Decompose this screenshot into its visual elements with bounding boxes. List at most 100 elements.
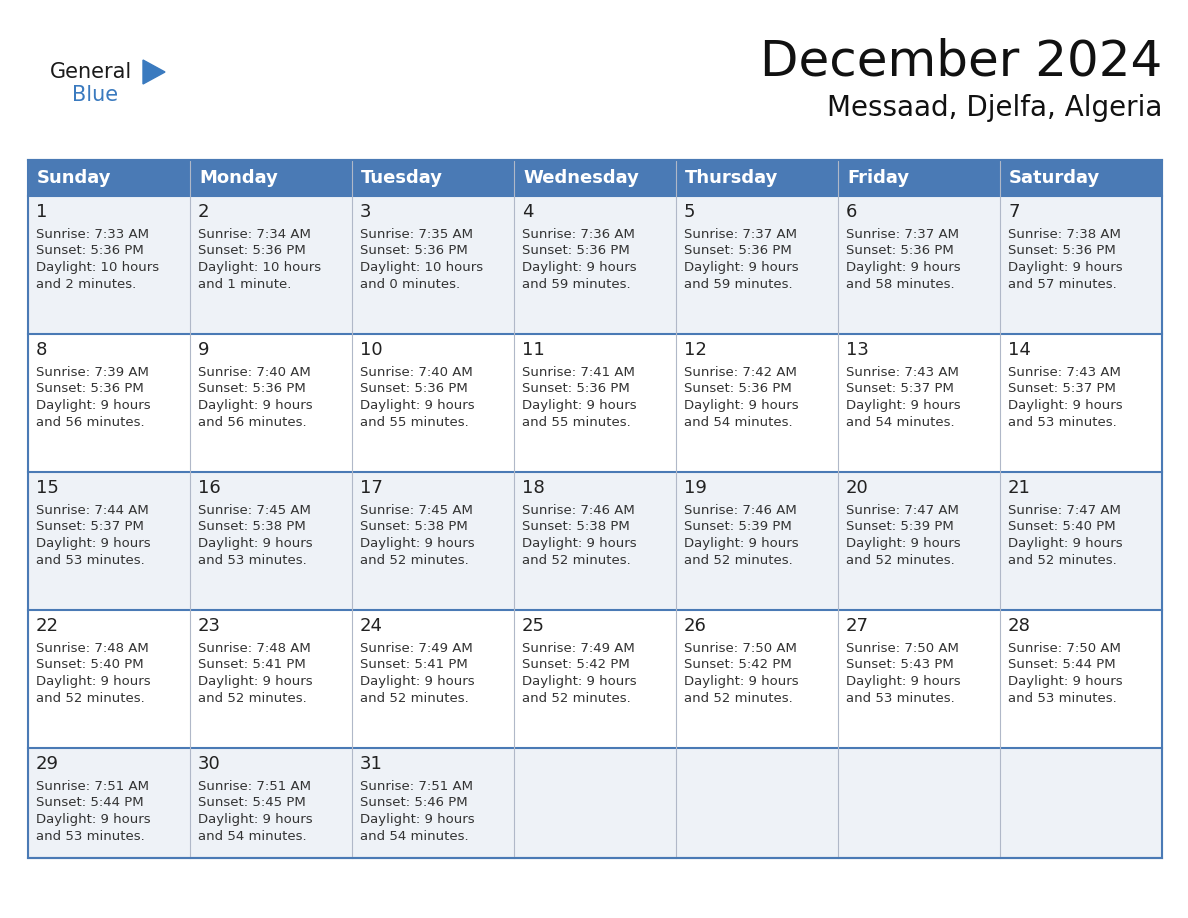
Text: Sunrise: 7:49 AM: Sunrise: 7:49 AM bbox=[360, 642, 473, 655]
Text: Sunrise: 7:51 AM: Sunrise: 7:51 AM bbox=[198, 779, 311, 792]
Text: 2: 2 bbox=[198, 203, 209, 221]
Text: Sunset: 5:45 PM: Sunset: 5:45 PM bbox=[198, 797, 305, 810]
Bar bbox=[676, 334, 838, 472]
Text: Daylight: 9 hours: Daylight: 9 hours bbox=[522, 676, 637, 688]
Bar bbox=[190, 196, 352, 334]
Text: and 54 minutes.: and 54 minutes. bbox=[846, 417, 955, 430]
Bar bbox=[514, 610, 676, 748]
Bar bbox=[1000, 748, 1162, 858]
Text: Friday: Friday bbox=[847, 169, 909, 187]
Text: Sunset: 5:44 PM: Sunset: 5:44 PM bbox=[36, 797, 144, 810]
Text: 21: 21 bbox=[1007, 479, 1031, 497]
Text: and 52 minutes.: and 52 minutes. bbox=[198, 692, 307, 706]
Text: Daylight: 9 hours: Daylight: 9 hours bbox=[1007, 399, 1123, 412]
Text: and 52 minutes.: and 52 minutes. bbox=[522, 554, 631, 567]
Bar bbox=[676, 472, 838, 610]
Text: and 1 minute.: and 1 minute. bbox=[198, 278, 291, 292]
Text: Sunrise: 7:45 AM: Sunrise: 7:45 AM bbox=[360, 503, 473, 517]
Bar bbox=[1000, 472, 1162, 610]
Text: and 0 minutes.: and 0 minutes. bbox=[360, 278, 460, 292]
Text: and 52 minutes.: and 52 minutes. bbox=[684, 554, 792, 567]
Text: Daylight: 9 hours: Daylight: 9 hours bbox=[684, 538, 798, 551]
Text: 19: 19 bbox=[684, 479, 707, 497]
Text: Sunrise: 7:50 AM: Sunrise: 7:50 AM bbox=[1007, 642, 1120, 655]
Text: Daylight: 9 hours: Daylight: 9 hours bbox=[36, 676, 151, 688]
Text: 25: 25 bbox=[522, 617, 545, 635]
Text: 22: 22 bbox=[36, 617, 59, 635]
Text: Sunset: 5:36 PM: Sunset: 5:36 PM bbox=[36, 383, 144, 396]
Bar bbox=[676, 610, 838, 748]
Text: Sunset: 5:42 PM: Sunset: 5:42 PM bbox=[522, 658, 630, 671]
Text: Daylight: 9 hours: Daylight: 9 hours bbox=[360, 399, 475, 412]
Text: and 2 minutes.: and 2 minutes. bbox=[36, 278, 137, 292]
Text: Daylight: 9 hours: Daylight: 9 hours bbox=[522, 399, 637, 412]
Text: Daylight: 9 hours: Daylight: 9 hours bbox=[198, 399, 312, 412]
Text: and 52 minutes.: and 52 minutes. bbox=[36, 692, 145, 706]
Text: Daylight: 9 hours: Daylight: 9 hours bbox=[684, 399, 798, 412]
Bar bbox=[352, 160, 514, 196]
Text: 23: 23 bbox=[198, 617, 221, 635]
Text: Sunset: 5:41 PM: Sunset: 5:41 PM bbox=[360, 658, 468, 671]
Text: 10: 10 bbox=[360, 341, 383, 359]
Bar bbox=[29, 196, 190, 334]
Text: Sunrise: 7:40 AM: Sunrise: 7:40 AM bbox=[360, 365, 473, 378]
Bar bbox=[190, 748, 352, 858]
Text: Sunset: 5:36 PM: Sunset: 5:36 PM bbox=[360, 244, 468, 258]
Text: Sunset: 5:37 PM: Sunset: 5:37 PM bbox=[846, 383, 954, 396]
Bar bbox=[190, 334, 352, 472]
Bar bbox=[29, 748, 190, 858]
Text: and 57 minutes.: and 57 minutes. bbox=[1007, 278, 1117, 292]
Text: and 52 minutes.: and 52 minutes. bbox=[684, 692, 792, 706]
Text: 18: 18 bbox=[522, 479, 545, 497]
Text: 16: 16 bbox=[198, 479, 221, 497]
Text: and 53 minutes.: and 53 minutes. bbox=[36, 831, 145, 844]
Bar bbox=[352, 196, 514, 334]
Text: Sunrise: 7:35 AM: Sunrise: 7:35 AM bbox=[360, 228, 473, 241]
Text: Sunrise: 7:42 AM: Sunrise: 7:42 AM bbox=[684, 365, 797, 378]
Text: Daylight: 9 hours: Daylight: 9 hours bbox=[1007, 262, 1123, 274]
Text: Sunrise: 7:49 AM: Sunrise: 7:49 AM bbox=[522, 642, 634, 655]
Text: and 52 minutes.: and 52 minutes. bbox=[1007, 554, 1117, 567]
Text: Tuesday: Tuesday bbox=[361, 169, 443, 187]
Text: 30: 30 bbox=[198, 755, 221, 773]
Text: Wednesday: Wednesday bbox=[523, 169, 639, 187]
Bar bbox=[29, 160, 1162, 858]
Text: Daylight: 9 hours: Daylight: 9 hours bbox=[846, 538, 961, 551]
Text: and 52 minutes.: and 52 minutes. bbox=[522, 692, 631, 706]
Text: Sunrise: 7:38 AM: Sunrise: 7:38 AM bbox=[1007, 228, 1120, 241]
Bar bbox=[29, 610, 190, 748]
Text: Sunset: 5:42 PM: Sunset: 5:42 PM bbox=[684, 658, 791, 671]
Text: December 2024: December 2024 bbox=[760, 38, 1162, 86]
Text: 15: 15 bbox=[36, 479, 59, 497]
Bar bbox=[190, 160, 352, 196]
Text: and 55 minutes.: and 55 minutes. bbox=[360, 417, 469, 430]
Bar bbox=[838, 196, 1000, 334]
Text: 3: 3 bbox=[360, 203, 372, 221]
Text: Sunset: 5:36 PM: Sunset: 5:36 PM bbox=[198, 383, 305, 396]
Text: Sunrise: 7:41 AM: Sunrise: 7:41 AM bbox=[522, 365, 634, 378]
Text: Daylight: 9 hours: Daylight: 9 hours bbox=[360, 676, 475, 688]
Text: and 53 minutes.: and 53 minutes. bbox=[846, 692, 955, 706]
Bar bbox=[676, 160, 838, 196]
Text: Sunset: 5:36 PM: Sunset: 5:36 PM bbox=[522, 383, 630, 396]
Text: Thursday: Thursday bbox=[685, 169, 778, 187]
Text: Daylight: 9 hours: Daylight: 9 hours bbox=[846, 399, 961, 412]
Text: Daylight: 10 hours: Daylight: 10 hours bbox=[36, 262, 159, 274]
Text: Sunset: 5:36 PM: Sunset: 5:36 PM bbox=[522, 244, 630, 258]
Text: Sunset: 5:36 PM: Sunset: 5:36 PM bbox=[684, 383, 791, 396]
Text: 27: 27 bbox=[846, 617, 868, 635]
Bar bbox=[29, 472, 190, 610]
Bar bbox=[352, 472, 514, 610]
Text: and 56 minutes.: and 56 minutes. bbox=[36, 417, 145, 430]
Text: Saturday: Saturday bbox=[1009, 169, 1100, 187]
Bar bbox=[1000, 196, 1162, 334]
Text: Daylight: 9 hours: Daylight: 9 hours bbox=[1007, 676, 1123, 688]
Text: Sunset: 5:38 PM: Sunset: 5:38 PM bbox=[360, 521, 468, 533]
Text: Sunrise: 7:34 AM: Sunrise: 7:34 AM bbox=[198, 228, 311, 241]
Text: Sunrise: 7:44 AM: Sunrise: 7:44 AM bbox=[36, 503, 148, 517]
Text: Daylight: 10 hours: Daylight: 10 hours bbox=[198, 262, 321, 274]
Text: 1: 1 bbox=[36, 203, 48, 221]
Text: General: General bbox=[50, 62, 132, 82]
Bar bbox=[514, 160, 676, 196]
Text: Sunset: 5:41 PM: Sunset: 5:41 PM bbox=[198, 658, 305, 671]
